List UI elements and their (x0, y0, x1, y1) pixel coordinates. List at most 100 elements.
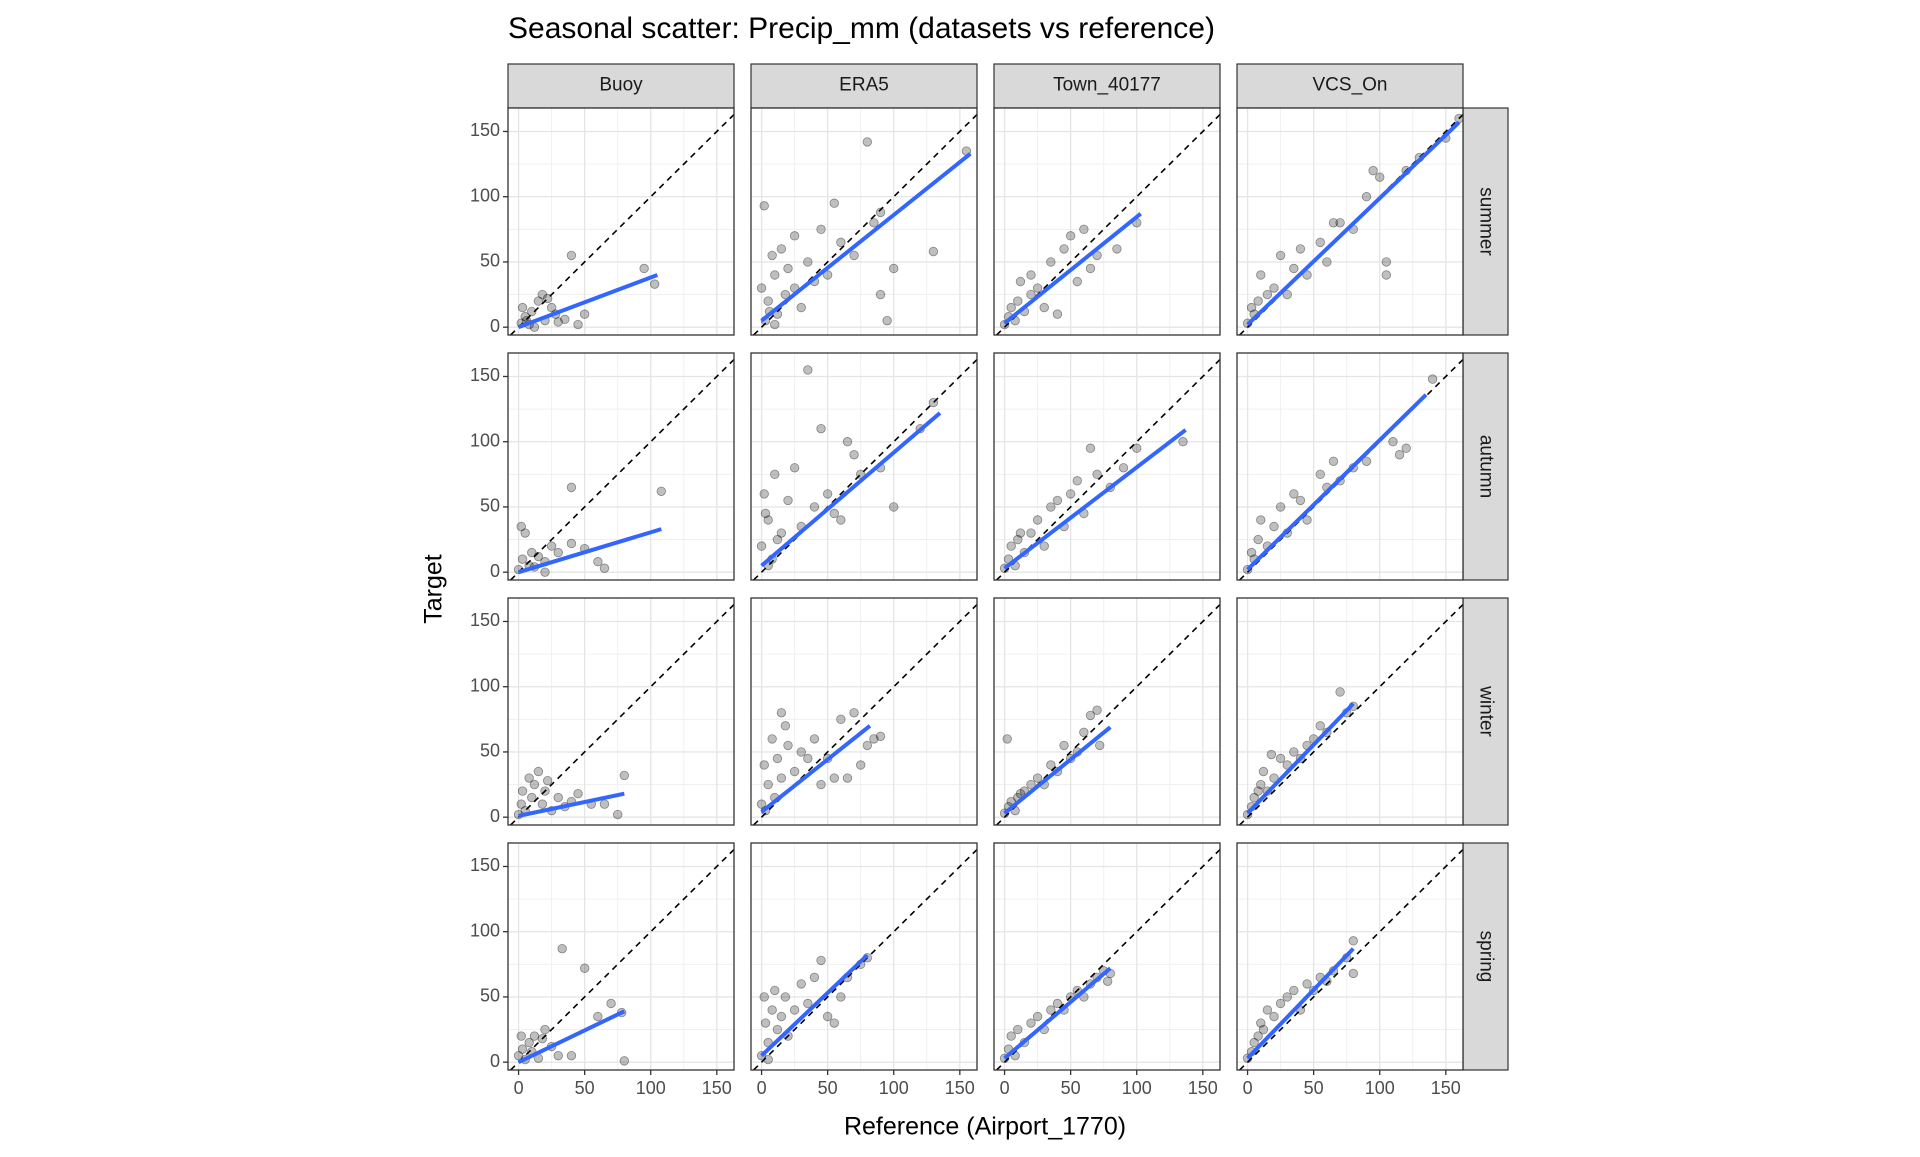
point (836, 515, 846, 525)
y-tick-label: 100 (470, 185, 500, 205)
x-tick-label: 150 (945, 1078, 975, 1098)
panel-bg (508, 353, 734, 580)
point (855, 760, 866, 770)
point (537, 1033, 548, 1044)
x-tick-label: 0 (1000, 1078, 1010, 1098)
panel-border (993, 842, 1221, 1071)
point (1315, 469, 1325, 480)
strip (750, 63, 978, 109)
point (772, 753, 783, 764)
point (1262, 289, 1273, 300)
fit-line (1003, 725, 1112, 815)
point (529, 779, 540, 790)
point (776, 528, 787, 538)
panel-marks (1239, 358, 1463, 580)
point (928, 246, 939, 257)
point (1015, 528, 1026, 538)
point (1026, 779, 1036, 790)
identity-line (510, 848, 734, 1070)
point (816, 955, 826, 966)
y-tick-label: 50 (480, 741, 500, 761)
point (1348, 936, 1359, 946)
point (776, 708, 787, 718)
point (862, 740, 873, 751)
x-tick-label: 50 (1061, 1078, 1081, 1098)
point (1258, 766, 1269, 777)
strip-label: summer (1475, 187, 1496, 256)
point (533, 296, 544, 306)
x-tick-label: 150 (702, 1078, 732, 1098)
identity-line (996, 113, 1220, 335)
point (517, 554, 528, 564)
y-tick-label: 150 (470, 855, 500, 875)
point (1335, 218, 1345, 228)
y-tick-label: 0 (490, 806, 500, 826)
point (520, 528, 530, 538)
point (849, 450, 859, 460)
point (822, 489, 833, 499)
point (760, 1018, 771, 1028)
point (756, 541, 767, 551)
point (1262, 1005, 1273, 1015)
point (1381, 257, 1392, 267)
strip (507, 63, 735, 109)
point (1289, 747, 1299, 757)
point (1085, 443, 1096, 453)
y-tick-label: 50 (480, 496, 500, 516)
point (869, 218, 879, 228)
point (1266, 749, 1277, 760)
point (1256, 270, 1266, 280)
point (759, 992, 769, 1002)
point (849, 250, 859, 261)
point (516, 1031, 526, 1041)
point (776, 244, 787, 254)
point (780, 289, 791, 300)
identity-line (996, 848, 1220, 1070)
point (1039, 541, 1049, 551)
fit-line (517, 1009, 626, 1064)
point (763, 1054, 773, 1065)
point (1295, 495, 1306, 506)
strip-label: Town_40177 (1053, 75, 1161, 96)
fit-line (760, 724, 872, 814)
point (524, 1037, 534, 1048)
point (527, 306, 537, 317)
identity-line (510, 603, 734, 825)
point (540, 567, 550, 577)
point (809, 972, 820, 983)
fit-line (760, 152, 972, 323)
y-tick-label: 100 (470, 920, 500, 940)
y-tick-label: 150 (470, 610, 500, 630)
point (1112, 244, 1122, 254)
point (1092, 705, 1102, 715)
point (809, 734, 820, 744)
point (579, 309, 590, 319)
strip-label: Buoy (599, 75, 643, 96)
point (1388, 437, 1398, 447)
identity-line (996, 603, 1220, 825)
fit-line (760, 411, 942, 568)
panel-border (1236, 842, 1464, 1071)
point (862, 137, 873, 147)
point (1253, 786, 1263, 796)
point (1253, 1031, 1263, 1041)
point (842, 773, 853, 783)
x-tick-label: 50 (818, 1078, 838, 1098)
point (829, 508, 839, 519)
point (1368, 165, 1378, 176)
chart-title: Seasonal scatter: Precip_mm (datasets vs… (508, 12, 1215, 45)
point (524, 773, 534, 783)
point (1118, 463, 1129, 473)
point (573, 788, 583, 799)
panel-border (1236, 352, 1464, 581)
point (517, 786, 528, 796)
panel-bg (508, 843, 734, 1070)
point (1269, 773, 1279, 783)
point (1079, 224, 1089, 235)
panel-bg (751, 598, 977, 825)
y-tick-label: 150 (470, 120, 500, 140)
identity-line (753, 603, 977, 825)
point (1132, 443, 1142, 453)
point (875, 731, 886, 741)
